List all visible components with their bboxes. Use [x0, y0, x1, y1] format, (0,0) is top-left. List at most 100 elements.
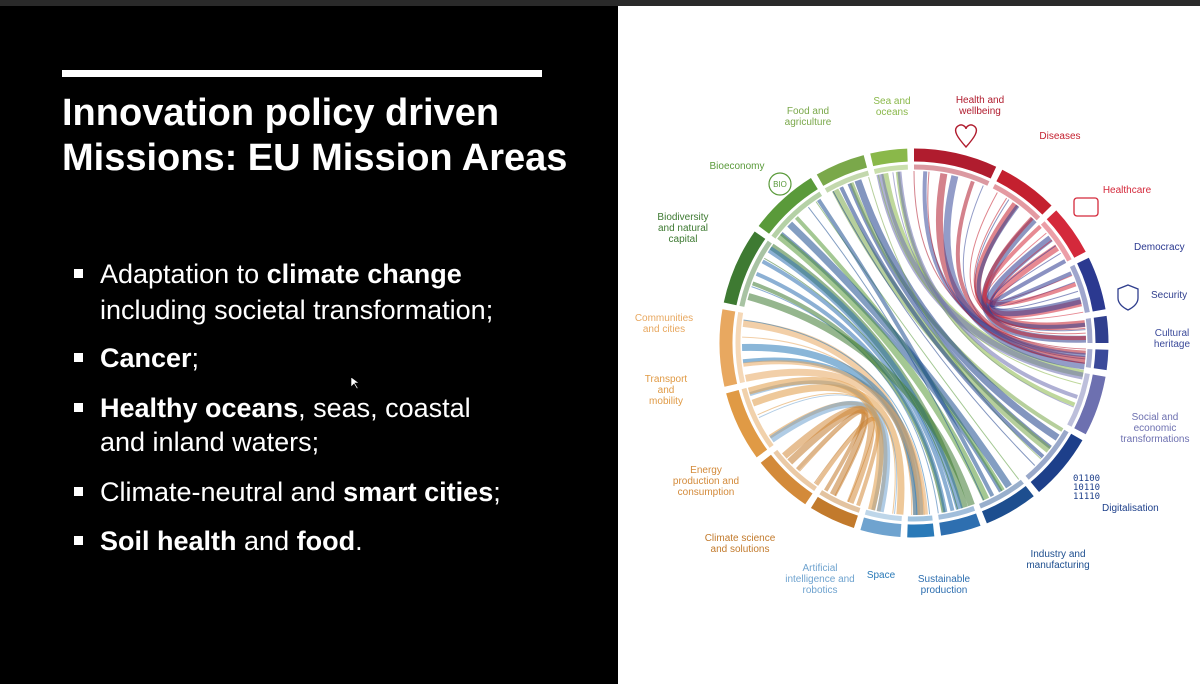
node-label: capital: [669, 234, 698, 245]
chord: [982, 224, 1077, 306]
chord: [751, 286, 939, 514]
bullet-line: Adaptation to climate change: [100, 259, 462, 289]
chord: [747, 376, 884, 511]
bullet-run: , seas, coastal: [298, 393, 471, 423]
node-label: mobility: [649, 396, 683, 407]
node-label: Food and: [787, 106, 829, 117]
bullet-line: and inland waters;: [100, 427, 319, 457]
node-label: Sustainable: [918, 574, 971, 585]
node-label: heritage: [1154, 339, 1191, 350]
bullet-line: Soil health and food.: [100, 526, 363, 556]
chord: [839, 186, 1045, 459]
chord: [747, 293, 975, 507]
node-label: manufacturing: [1026, 560, 1089, 571]
ring-segment: [996, 169, 1052, 215]
bullet-marker: [74, 269, 83, 278]
binary-text: 11110: [1073, 492, 1100, 502]
node-label: and solutions: [711, 544, 770, 555]
node-label: Industry and: [1030, 549, 1085, 560]
ring-inner: [1085, 349, 1093, 368]
chord: [787, 221, 1012, 489]
title-rule: [62, 70, 542, 77]
bullet-marker: [74, 403, 83, 412]
ring-segment: [1077, 257, 1106, 312]
ring-segment: [870, 148, 908, 167]
chord: [816, 198, 995, 498]
node-label: consumption: [678, 487, 735, 498]
security-icon: [1117, 284, 1139, 311]
ring-inner: [873, 164, 908, 174]
binary-text: 10110: [1073, 483, 1100, 493]
bullet-run: Healthy oceans: [100, 393, 298, 423]
node-label: Health and: [956, 95, 1004, 106]
ring-segment: [907, 523, 935, 538]
node-label: Artificial: [802, 563, 837, 574]
chord: [777, 233, 990, 501]
chord: [973, 197, 1086, 331]
ring-inner: [739, 240, 772, 307]
bullet-line: Climate-neutral and smart cities;: [100, 477, 501, 507]
bullet-run: .: [355, 526, 363, 556]
ring-inner: [771, 191, 823, 239]
chord: [943, 175, 1085, 370]
chord: [743, 319, 931, 515]
node-label: robotics: [802, 585, 837, 596]
ring-segment: [939, 513, 981, 536]
chord: [854, 179, 1060, 441]
ring-segment: [981, 485, 1034, 524]
node-label: Space: [867, 570, 896, 581]
node-label: Climate science: [705, 533, 776, 544]
ring-inner: [1067, 373, 1090, 427]
heart-icon: [954, 124, 978, 149]
ring-inner: [913, 164, 990, 186]
chord: [989, 239, 1084, 320]
bio-icon: [768, 172, 792, 196]
node-label: Diseases: [1039, 131, 1080, 142]
ring-segment: [1093, 315, 1109, 344]
node-label: Biodiversity: [657, 212, 708, 223]
bullet-run: Climate-neutral and: [100, 477, 343, 507]
chord: [761, 259, 955, 512]
node-label: and: [658, 385, 675, 396]
bullet-marker: [74, 536, 83, 545]
slide-title: Missions: EU Mission Areas: [62, 137, 567, 179]
bullet-marker: [74, 353, 83, 362]
node-label: Sea and: [873, 96, 910, 107]
icon-text: BIO: [773, 180, 787, 189]
bullet-run: climate change: [267, 259, 462, 289]
chord: [767, 246, 963, 510]
chord: [922, 171, 1086, 358]
node-label: Energy: [690, 465, 722, 476]
ring-segment: [758, 178, 818, 234]
ring-segment: [913, 148, 997, 179]
bullet-run: food: [297, 526, 355, 556]
ring-segment: [810, 496, 859, 528]
node-label: Digitalisation: [1102, 503, 1159, 514]
chord: [955, 180, 1086, 355]
ring-segment: [860, 517, 902, 538]
ring-inner: [824, 170, 870, 193]
bullet-line: including societal transformation;: [100, 295, 493, 325]
healthcare-icon: [1073, 197, 1099, 217]
ring-segment: [1074, 374, 1106, 435]
ring-inner: [992, 183, 1041, 221]
ring-inner: [1040, 221, 1072, 262]
bullet-run: ;: [493, 477, 501, 507]
node-label: Social and: [1132, 412, 1179, 423]
node-label: economic: [1134, 423, 1177, 434]
ring-segment: [726, 389, 768, 458]
bullet-run: Cancer: [100, 343, 192, 373]
node-label: Security: [1151, 290, 1187, 301]
ring-segment: [760, 454, 813, 505]
bullet-run: smart cities: [343, 477, 493, 507]
bullet-run: and inland waters;: [100, 427, 319, 457]
bullet-run: Adaptation to: [100, 259, 267, 289]
node-label: production and: [673, 476, 739, 487]
ring-segment: [1046, 210, 1086, 258]
chord: [989, 259, 1073, 308]
ring-inner: [741, 387, 774, 448]
chord: [744, 368, 925, 515]
